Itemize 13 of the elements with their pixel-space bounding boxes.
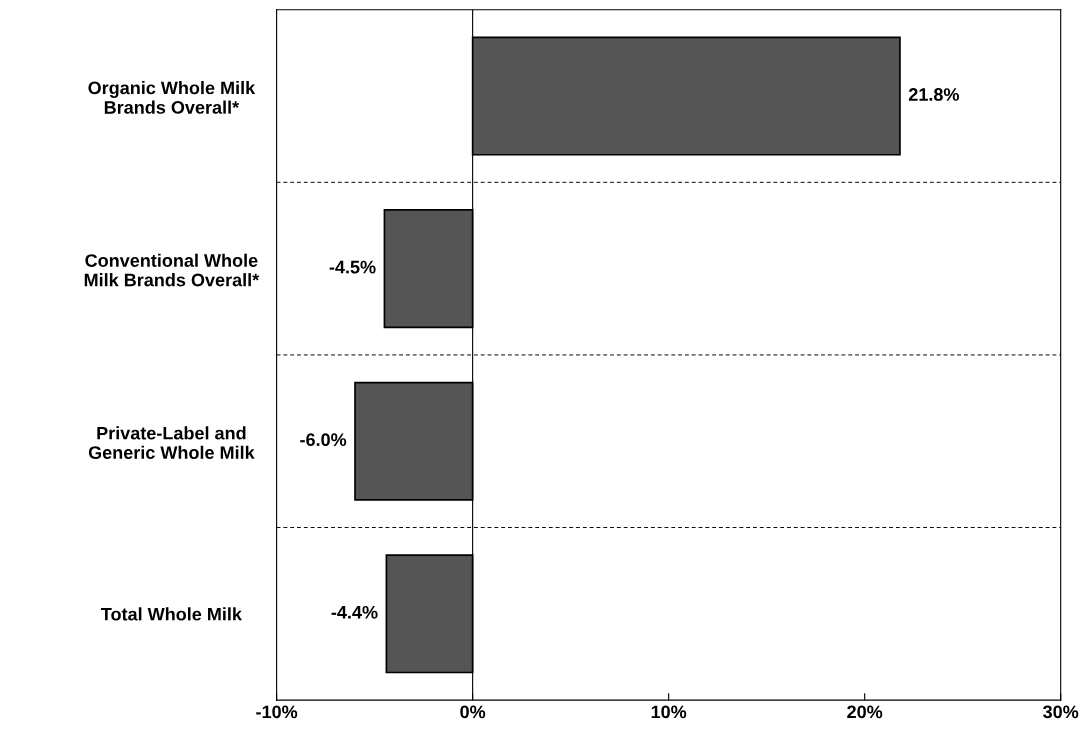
x-tick-label: 10% xyxy=(651,705,687,719)
data-label: 21.8% xyxy=(908,88,959,101)
x-tick-label: 20% xyxy=(847,705,883,719)
x-tick-label: 0% xyxy=(460,705,486,719)
data-label: -4.5% xyxy=(329,260,376,274)
data-label: -6.0% xyxy=(300,433,347,447)
y-tick-label: Private-Label and Generic Whole Milk xyxy=(88,426,255,459)
y-tick-label: Organic Whole Milk Brands Overall* xyxy=(88,81,256,114)
x-tick-label: -10% xyxy=(256,705,298,719)
x-tick-label: 30% xyxy=(1043,705,1079,719)
data-label: -4.4% xyxy=(331,605,378,619)
y-tick-label: Total Whole Milk xyxy=(101,607,242,621)
y-tick-label: Conventional Whole Milk Brands Overall* xyxy=(84,253,260,287)
